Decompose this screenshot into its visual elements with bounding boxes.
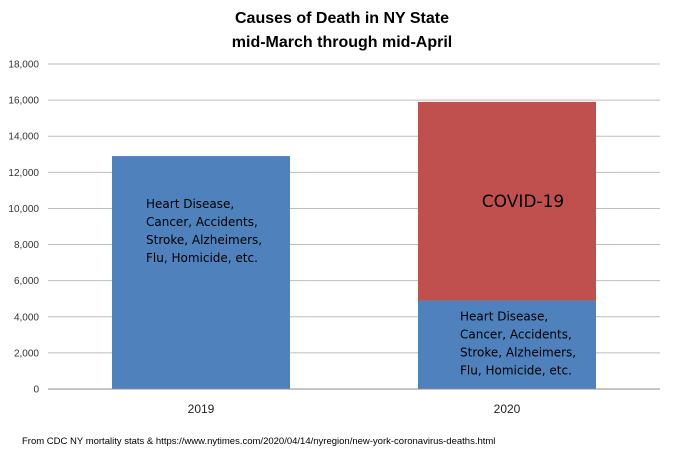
bar-segment-label-line: Stroke, Alzheimers,: [460, 346, 576, 360]
y-tick-label: 8,000: [14, 240, 39, 251]
x-tick-label: 2020: [494, 402, 521, 416]
bar-segment-label-line: Cancer, Accidents,: [460, 328, 572, 342]
bar-segment-label: COVID-19: [482, 192, 564, 212]
chart-title-line-2: mid-March through mid-April: [232, 34, 452, 51]
y-tick-label: 0: [33, 385, 39, 396]
y-tick-label: 10,000: [8, 204, 39, 215]
bar-segment-label-line: Heart Disease,: [146, 197, 234, 211]
y-tick-label: 2,000: [14, 348, 39, 359]
bar-segment-label-line: Flu, Homicide, etc.: [460, 364, 572, 378]
y-tick-label: 16,000: [8, 96, 39, 107]
bar-segment-label-line: Heart Disease,: [460, 310, 548, 324]
bar-segment: [418, 101, 596, 301]
y-tick-label: 12,000: [8, 168, 39, 179]
y-tick-label: 18,000: [8, 60, 39, 71]
y-tick-label: 6,000: [14, 276, 39, 287]
x-tick-label: 2019: [188, 402, 215, 416]
bar-segment: [112, 156, 290, 389]
bar-segment-label-line: Stroke, Alzheimers,: [146, 233, 262, 247]
y-tick-label: 14,000: [8, 132, 39, 143]
axes: 0 2,000 4,000 6,000 8,000 10,000 12,000 14,000 1…: [8, 60, 660, 416]
chart-title-line-1: Causes of Death in NY State: [235, 10, 449, 27]
bar-segment-label-line: Flu, Homicide, etc.: [146, 251, 258, 265]
bar-segment-label-line: Cancer, Accidents,: [146, 215, 258, 229]
bars: [112, 101, 596, 389]
y-tick-label: 4,000: [14, 312, 39, 323]
source-note: From CDC NY mortality stats & https://ww…: [22, 436, 495, 447]
bar-labels: Heart Disease, Cancer, Accidents, Stroke, …: [146, 192, 576, 378]
bar-segment: [418, 300, 596, 389]
